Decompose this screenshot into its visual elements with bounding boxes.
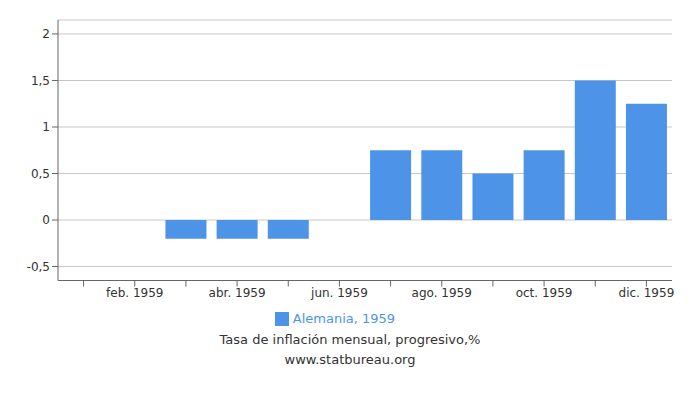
svg-text:feb. 1959: feb. 1959 (106, 286, 163, 300)
svg-text:0,5: 0,5 (31, 167, 50, 181)
svg-text:abr. 1959: abr. 1959 (209, 286, 266, 300)
svg-text:jun. 1959: jun. 1959 (310, 286, 368, 300)
html-text:www.statbureau.org: www.statbureau.org (284, 352, 416, 367)
svg-text:0: 0 (42, 213, 50, 227)
html-text:Alemania, 1959: Alemania, 1959 (292, 310, 396, 326)
svg-text:oct. 1959: oct. 1959 (516, 286, 573, 300)
svg-text:1: 1 (42, 120, 50, 134)
svg-text:1,5: 1,5 (31, 74, 50, 88)
svg-text:ago. 1959: ago. 1959 (412, 286, 472, 300)
html-text:Tasa de inflación mensual, pro: Tasa de inflación mensual, progresivo,% (219, 332, 481, 347)
svg-text:-0,5: -0,5 (27, 260, 50, 274)
svg-text:2: 2 (42, 27, 50, 41)
svg-text:dic. 1959: dic. 1959 (619, 286, 675, 300)
